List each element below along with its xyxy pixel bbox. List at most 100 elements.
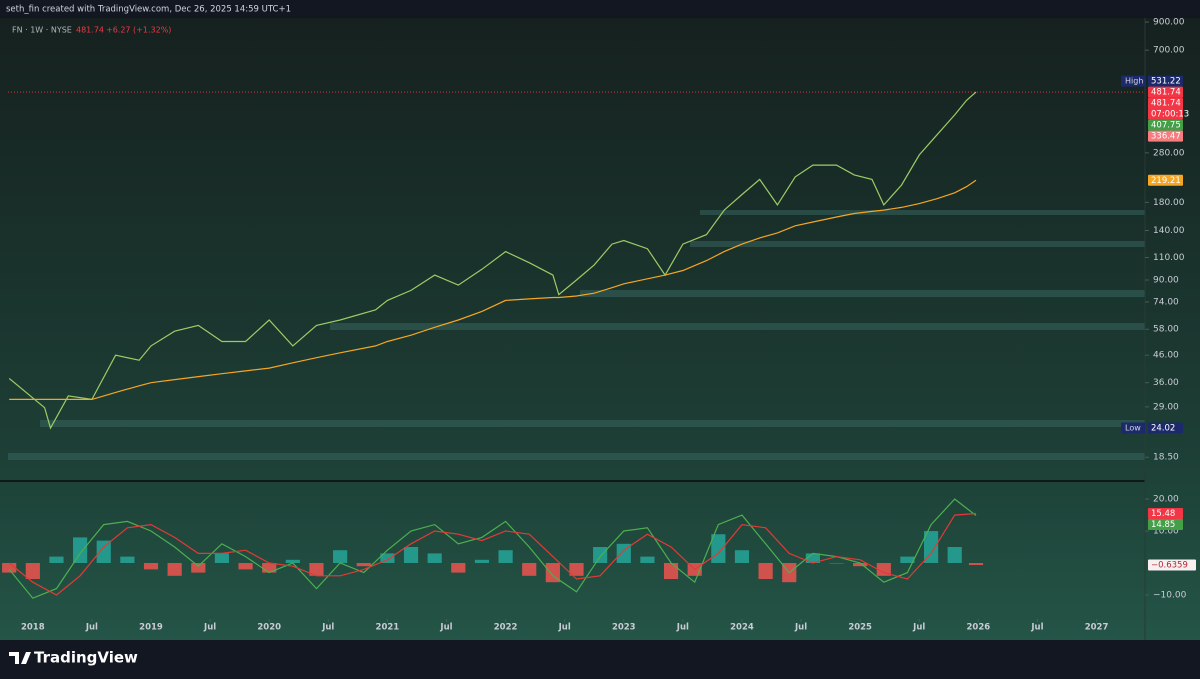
x-tick-label: Jul [558,623,571,633]
footer-bar [0,640,1200,679]
x-tick-label: 2023 [612,623,636,633]
symbol: FN · 1W · NYSE [12,26,72,35]
histogram-bar [262,563,277,573]
price-label-text: 407.75 [1151,121,1181,131]
zone [580,290,1145,297]
y-tick-label: 110.00 [1153,253,1185,263]
histogram-bar [356,563,371,567]
histogram-bar [593,547,608,564]
price-label-box [1148,97,1183,120]
price-label-text: 336.47 [1151,132,1181,142]
histogram-bar [333,550,348,564]
price-label: Low 24.02 [1121,422,1183,434]
price-label-text: 219.21 [1151,176,1181,186]
zone [40,420,1145,427]
price-label-box [1148,86,1183,98]
y-tick-label: 700.00 [1153,46,1185,56]
histogram-bar [923,531,939,564]
price-label-box [1148,174,1183,186]
y-tick-label: 140.00 [1153,226,1185,236]
price-label-box [1148,119,1183,131]
brand-name: TradingView [34,649,138,667]
histogram-bar [876,563,891,576]
histogram-bar [640,556,655,564]
price-tag-box [1121,422,1145,434]
zone [330,323,1145,330]
series-line [8,91,977,430]
price-label-text: 481.74 [1151,88,1181,98]
histogram-bar [2,563,17,573]
x-tick-label: Jul [321,623,334,633]
price-label-text: 15.48 [1151,509,1175,519]
support-zones [8,210,1145,460]
zone [690,241,1145,247]
histogram-bar [451,563,466,573]
price-label: 481.74 [1148,86,1183,98]
y-tick-label: 46.00 [1153,351,1179,361]
x-tick-label: Jul [203,623,216,633]
histogram-bar [214,553,230,564]
x-tick-label: 2019 [139,623,163,633]
y-tick-label: 180.00 [1153,198,1185,208]
x-tick-label: 2025 [848,623,872,633]
histogram-bar [900,556,915,564]
price-label-box [1148,130,1183,142]
series-line [8,498,977,599]
y-tick-label: 10.00 [1153,527,1179,537]
y-tick-label: −10.00 [1153,590,1187,600]
y-tick-label: 74.00 [1153,297,1179,307]
y-tick-label: 18.50 [1153,453,1179,463]
series-line [8,512,977,596]
x-tick-label: Jul [85,623,98,633]
price-label-text: 531.22 [1151,77,1181,87]
top-bar [0,0,1200,18]
histogram-bar [238,563,253,570]
y-axis: 18.50 29.00 36.00 46.00 58.00 74.00 90.00 110.0… [1145,18,1185,463]
price-tag: High [1125,77,1143,86]
y-tick-label: 36.00 [1153,378,1179,388]
price-label: −0.6359 [1148,559,1196,571]
x-tick-label: Jul [439,623,452,633]
x-tick-label: Jul [676,623,689,633]
price-label: 14.85 [1148,519,1183,531]
x-tick-label: 2022 [494,623,518,633]
histogram-bar [191,563,206,573]
zone [700,210,1145,215]
price-change: +6.27 (+1.32%) [106,26,171,35]
price-label: 407.75 [1148,119,1183,131]
y-tick-label: 58.00 [1153,325,1179,335]
credit: seth_fin created with TradingView.com, D… [6,5,291,15]
price-label: 15.48 [1148,508,1183,520]
chart-background [0,18,1200,640]
price-tag: Low [1125,423,1141,432]
x-axis: 2018 Jul 2019 Jul 2020 Jul 2021 Jul 2022 Jul 2023 J… [21,619,1108,633]
price-label-text: 481.74 [1151,99,1181,109]
price-label-text: 14.85 [1151,520,1175,530]
last-price: 481.74 [76,26,104,35]
brand-logo: TradingView [9,649,138,667]
x-tick-label: 2027 [1085,623,1109,633]
x-tick-label: 2024 [730,623,754,633]
y-tick-label: 29.00 [1153,402,1179,412]
histogram-bar [805,553,820,564]
histogram-bar [947,547,962,564]
histogram-bar [758,563,773,579]
histogram-bar [498,550,513,564]
price-label: 336.47 [1148,130,1183,142]
histogram-bar [380,553,395,564]
histogram-bar [545,563,560,583]
histogram-bar [663,563,679,579]
price-label-text: −0.6359 [1151,561,1188,571]
histogram-bar [522,563,537,576]
price-label: High 531.22 [1121,75,1183,87]
price-label-box [1148,75,1183,87]
price-label-box [1148,508,1183,520]
histogram-bar [285,559,300,564]
price-label-box [1148,559,1196,571]
price-tag-box [1121,75,1145,87]
histogram-bar [968,563,984,566]
histogram-bar [711,534,726,564]
histogram-bar [474,559,490,564]
